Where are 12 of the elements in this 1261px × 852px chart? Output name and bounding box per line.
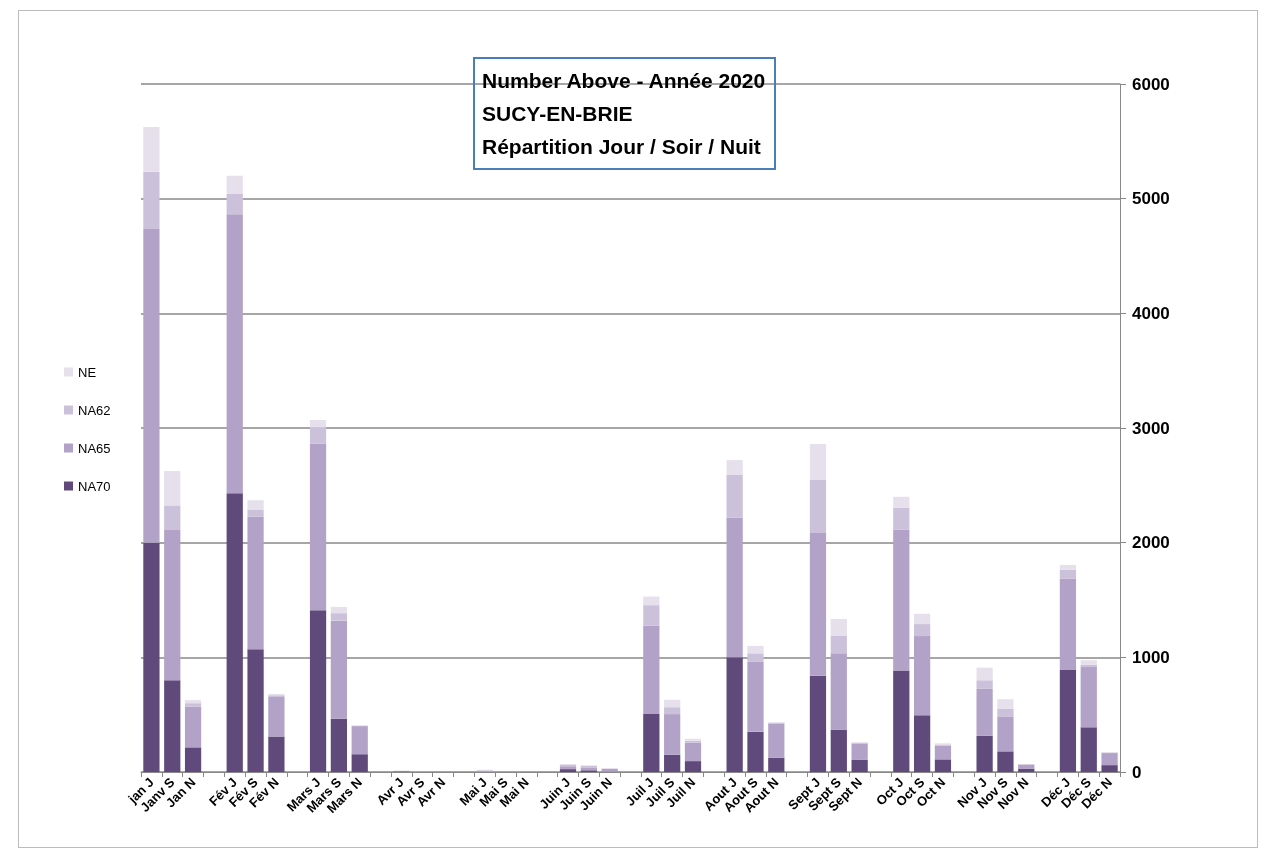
y-tick-label: 1000 (1132, 647, 1170, 667)
legend-label: NA65 (78, 440, 111, 456)
y-tick-label: 0 (1132, 762, 1142, 782)
legend-label: NA62 (78, 402, 111, 418)
text: Number Above - Année 2020 SUCY-EN-BRIE Répartition Jour / Soir / Nuit (482, 69, 766, 158)
y-tick-label: 4000 (1132, 303, 1170, 323)
y-tick-label: 3000 (1132, 418, 1170, 438)
y-tick-label: 6000 (1132, 74, 1170, 94)
legend-label: NA70 (78, 478, 111, 494)
y-tick-label: 2000 (1132, 533, 1170, 553)
legend-label: NE (78, 364, 97, 380)
y-tick-label: 5000 (1132, 189, 1170, 209)
